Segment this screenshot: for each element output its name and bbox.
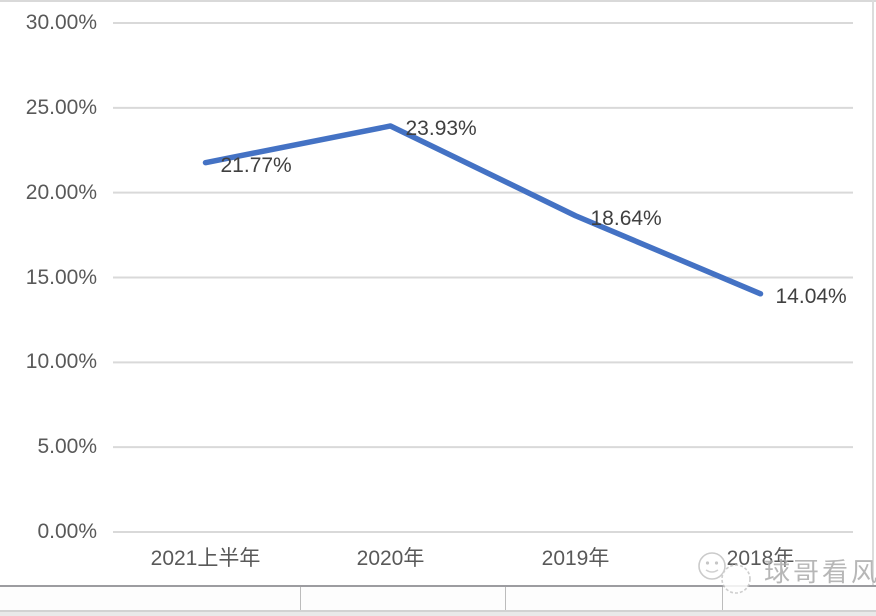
table-cell-divider	[300, 587, 301, 610]
table-cell-divider	[505, 587, 506, 610]
gridlines	[113, 22, 853, 533]
bottom-table-row	[0, 587, 876, 610]
top-border-line	[0, 0, 876, 2]
y-axis-tick-label: 30.00%	[25, 11, 97, 34]
x-axis-category-label: 2019年	[541, 547, 610, 570]
right-border-line	[872, 0, 874, 586]
x-axis-category-label: 2021上半年	[150, 547, 261, 570]
y-axis-tick-label: 15.00%	[25, 265, 97, 289]
table-cell-divider	[722, 587, 723, 610]
bottom-table-top-border	[0, 585, 876, 587]
footer-strip	[0, 612, 876, 616]
y-axis-tick-label: 0.00%	[37, 520, 97, 543]
trend-line-series	[202, 123, 764, 297]
data-point-label: 14.04%	[775, 284, 847, 308]
bottom-table-bottom-border	[0, 610, 876, 612]
data-point-label: 18.64%	[590, 206, 662, 230]
y-axis-tick-label: 20.00%	[25, 180, 97, 204]
y-axis-tick-label: 25.00%	[25, 95, 97, 119]
x-axis-category-label: 2020年	[356, 547, 425, 570]
x-axis-category-label: 2018年	[726, 547, 795, 570]
y-axis-tick-label: 5.00%	[37, 435, 97, 459]
data-point-label: 23.93%	[405, 116, 477, 140]
y-axis-tick-label: 10.00%	[25, 350, 97, 374]
data-point-label: 21.77%	[220, 153, 292, 177]
